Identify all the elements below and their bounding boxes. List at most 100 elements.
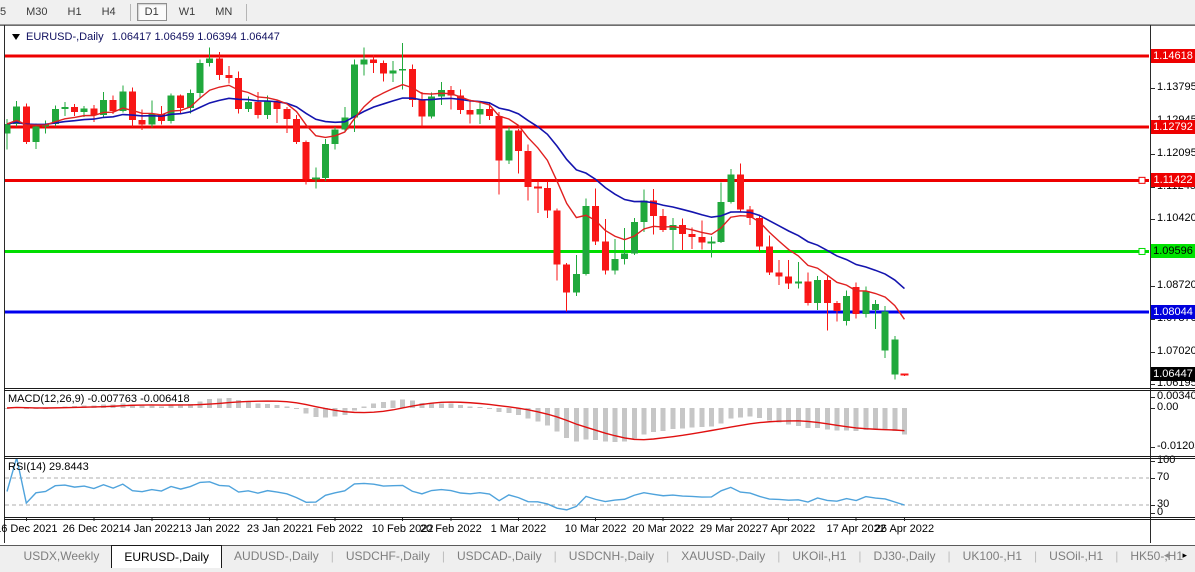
macd-scale-label: 0.00 [1157,401,1179,413]
price-axis-tick [1150,87,1155,89]
symbol-tab-usdcad-daily[interactable]: USDCAD-,Daily [456,549,542,563]
timeframe-toolbar: 5 M30 H1 H4 D1 W1 MN [0,0,1195,25]
price-axis-tick [1150,318,1155,320]
symbol-tab-hk50-h1[interactable]: HK50-,H1 [1130,549,1183,563]
hline-handle[interactable] [1138,176,1146,184]
rsi-scale-label: 30 [1157,498,1170,510]
hline-price-badge: 1.12792 [1151,119,1195,134]
date-axis-label: 26 Apr 2022 [874,523,935,535]
rsi-label: RSI(14) 29.8443 [8,461,89,473]
tab-separator: | [666,549,670,563]
tab-separator: | [441,549,445,563]
symbol-tab-ukoil-h1[interactable]: UKOil-,H1 [792,549,847,563]
date-axis-label: 1 Feb 2022 [307,523,363,535]
symbol-tab-bar: USDX,Weekly EURUSD-,Daily AUDUSD-,Daily | US… [0,545,1195,572]
macd-scale-label: 0.003408 [1157,390,1195,402]
date-axis-label: 20 Feb 2022 [420,523,482,535]
price-axis-tick [1150,285,1155,287]
symbol-tab-eurusd-daily[interactable]: EURUSD-,Daily [111,545,223,568]
macd-scale-tick [1150,408,1155,409]
date-axis-label: 23 Jan 2022 [246,523,308,535]
price-axis-tick [1150,187,1155,189]
rsi-scale-tick [1150,513,1155,514]
date-axis-label: 17 Apr 2022 [826,523,886,535]
ma-fast-line [6,83,906,320]
hline-price-badge: 1.08044 [1151,304,1195,319]
symbol-tab-usdchf-daily[interactable]: USDCHF-,Daily [345,549,430,563]
chart-title-symbol: EURUSD-,Daily [26,31,104,43]
tab-separator: | [1034,549,1038,563]
tab-separator: | [858,549,862,563]
rsi-scale-label: 100 [1157,454,1176,466]
pane-separator[interactable] [4,388,1195,389]
price-axis-line [1150,25,1151,543]
chart-title: EURUSD-,Daily 1.06417 1.06459 1.06394 1.0… [12,31,280,43]
timeframe-button-h1[interactable]: H1 [67,6,82,18]
symbol-tab-xauusd-daily[interactable]: XAUUSD-,Daily [681,549,766,563]
pane-separator [4,517,1195,518]
price-axis-tick [1150,383,1155,385]
date-axis-label: 29 Mar 2022 [699,523,762,535]
price-axis-tick [1150,154,1155,156]
macd-signal-line [6,400,905,441]
hline-price-badge: 1.14618 [1151,48,1195,63]
price-axis-label: 1.12095 [1157,147,1195,160]
macd-scale-tick [1150,397,1155,398]
timeframe-button-5[interactable]: 5 [0,6,7,18]
chart-window[interactable] [0,25,1195,546]
macd-label: MACD(12,26,9) -0.007763 -0.006418 [8,393,190,405]
date-axis-label: 20 Mar 2022 [632,523,695,535]
toolbar-divider [129,3,131,21]
toolbar-divider [246,3,248,21]
tab-scroll-right-icon[interactable]: ▸ [1182,550,1187,560]
price-axis-tick [1150,351,1155,353]
pane-separator[interactable] [4,456,1195,457]
date-axis-label: 7 Apr 2022 [762,523,816,535]
tab-scroll-arrows: ◂ ▸ [1164,551,1187,560]
date-axis-label: 26 Dec 2021 [62,523,126,535]
current-price-badge: 1.06447 [1151,367,1195,382]
rsi-scale-label: 0 [1157,506,1164,518]
symbol-tab-uk100-h1[interactable]: UK100-,H1 [962,549,1023,563]
symbol-tab-audusd-daily[interactable]: AUDUSD-,Daily [234,549,319,563]
date-axis-label: 16 Dec 2021 [0,523,58,535]
macd-scale-label: -0.012058 [1157,440,1195,452]
symbol-tab-dj30-daily[interactable]: DJ30-,Daily [873,549,936,563]
hline-price-badge: 1.11422 [1151,173,1195,188]
pane-separator [4,390,1195,391]
price-axis-label: 1.08720 [1157,278,1195,291]
date-axis-label: 1 Mar 2022 [490,523,547,535]
date-axis-label: 10 Feb 2022 [371,523,434,535]
timeframe-button-mn[interactable]: MN [215,6,233,18]
tab-scroll-left-icon[interactable]: ◂ [1163,550,1169,560]
date-axis-label: 4 Jan 2022 [124,523,179,535]
symbol-tab-usdx-weekly[interactable]: USDX,Weekly [23,549,100,563]
tab-separator: | [777,549,781,563]
timeframe-button-d1[interactable]: D1 [136,3,167,21]
tab-separator: | [330,549,334,563]
rsi-scale-tick [1150,505,1155,506]
symbol-tab-usoil-h1[interactable]: USOil-,H1 [1049,549,1104,563]
rsi-scale-tick [1150,461,1155,462]
tab-separator: | [553,549,557,563]
symbol-tab-usdcnh-daily[interactable]: USDCNH-,Daily [568,549,655,563]
date-axis-label: 10 Mar 2022 [564,523,627,535]
price-axis-label: 1.13795 [1157,80,1195,93]
tab-separator: | [947,549,951,563]
timeframe-button-m30[interactable]: M30 [26,6,48,18]
timeframe-button-w1[interactable]: W1 [178,6,196,18]
price-axis-tick [1150,219,1155,221]
chart-dropdown-icon[interactable] [12,34,20,40]
hline-handle[interactable] [1138,247,1146,255]
pane-separator [4,458,1195,459]
rsi-line [6,459,905,511]
timeframe-button-h4[interactable]: H4 [101,6,116,18]
tab-separator: | [1115,549,1119,563]
chart-title-ohlc: 1.06417 1.06459 1.06394 1.06447 [111,31,280,43]
chart-window-border-left [4,25,5,543]
rsi-scale-tick [1150,478,1155,479]
price-axis-label: 1.10420 [1157,212,1195,225]
ma-slow-line [6,97,905,290]
